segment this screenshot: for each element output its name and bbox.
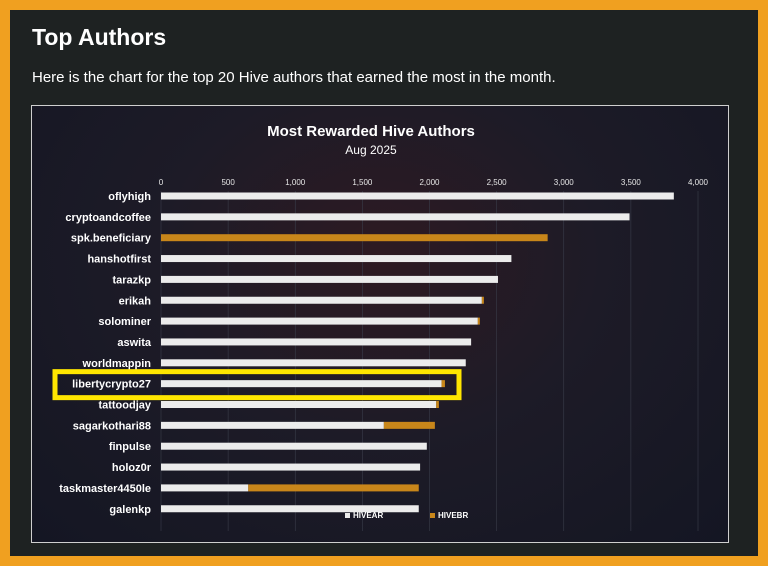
highlight xyxy=(52,369,462,401)
y-category-label: sagarkothari88 xyxy=(73,420,151,432)
legend-label: HIVEBR xyxy=(438,511,468,520)
y-category-label: holoz0r xyxy=(112,462,152,474)
x-tick-label: 1,000 xyxy=(285,178,306,187)
bar-hivebr xyxy=(383,421,435,429)
bars xyxy=(161,192,674,513)
y-category-label: tattoodjay xyxy=(98,400,151,412)
legend-swatch xyxy=(430,513,435,518)
bar-hivear xyxy=(161,505,419,513)
legend-label: HIVEAR xyxy=(353,511,383,520)
highlight-box xyxy=(52,369,462,401)
y-category-label: taskmaster4450le xyxy=(59,483,151,495)
x-tick-label: 2,500 xyxy=(487,178,508,187)
bar-hivear xyxy=(161,255,512,263)
x-tick-label: 1,500 xyxy=(352,178,373,187)
y-axis: oflyhigh cryptoandcoffee spk.beneficiary ha… xyxy=(59,191,152,516)
y-category-label: oflyhigh xyxy=(108,191,151,203)
chart-container: Most Rewarded Hive Authors Aug 2025 0 500… xyxy=(31,105,729,543)
x-tick-label: 3,000 xyxy=(554,178,575,187)
legend: HIVEAR HIVEBR xyxy=(345,511,468,520)
y-category-label: spk.beneficiary xyxy=(71,233,152,245)
x-tick-label: 0 xyxy=(159,178,164,187)
chart-title: Most Rewarded Hive Authors xyxy=(267,123,475,140)
y-category-label: worldmappin xyxy=(82,358,152,370)
bar-hivear xyxy=(161,317,478,325)
y-category-label: hanshotfirst xyxy=(87,254,151,266)
y-category-label: galenkp xyxy=(109,504,151,516)
y-category-label: cryptoandcoffee xyxy=(65,212,151,224)
bar-hivear xyxy=(161,401,437,408)
bar-chart: Most Rewarded Hive Authors Aug 2025 0 500… xyxy=(52,123,709,531)
x-tick-label: 500 xyxy=(221,178,235,187)
y-category-label: aswita xyxy=(117,337,152,349)
bar-hivear xyxy=(161,338,472,346)
bar-hivear xyxy=(161,442,427,450)
bar-hivebr xyxy=(481,296,484,304)
bar-hivebr xyxy=(436,401,439,408)
bar-hivear xyxy=(161,296,482,304)
bar-hivebr xyxy=(477,317,480,325)
bar-hivear xyxy=(161,380,442,388)
bar-hivear xyxy=(161,213,630,221)
bar-hivear xyxy=(161,463,421,471)
section-title: Top Authors xyxy=(32,24,167,50)
section-description: Here is the chart for the top 20 Hive au… xyxy=(32,69,556,86)
bar-hivear xyxy=(161,275,498,283)
y-category-label: libertycrypto27 xyxy=(72,379,151,391)
legend-swatch xyxy=(345,513,350,518)
bar-hivebr xyxy=(248,484,419,492)
y-category-label: finpulse xyxy=(109,441,151,453)
y-category-label: tarazkp xyxy=(112,274,151,286)
x-tick-label: 4,000 xyxy=(688,178,709,187)
bar-hivear xyxy=(161,192,674,200)
bar-hivebr xyxy=(161,234,548,242)
bar-hivear xyxy=(161,484,249,492)
bar-hivear xyxy=(161,359,466,367)
bar-hivear xyxy=(161,421,384,429)
chart-subtitle: Aug 2025 xyxy=(345,143,397,157)
x-tick-label: 3,500 xyxy=(621,178,642,187)
x-tick-label: 2,000 xyxy=(419,178,440,187)
bar-hivebr xyxy=(441,380,445,388)
panel: Top Authors Here is the chart for the to… xyxy=(10,10,758,556)
x-axis: 0 500 1,000 1,500 2,000 2,500 3,000 3,500 4,000 xyxy=(159,178,709,187)
y-category-label: erikah xyxy=(119,295,152,307)
y-category-label: solominer xyxy=(98,316,151,328)
